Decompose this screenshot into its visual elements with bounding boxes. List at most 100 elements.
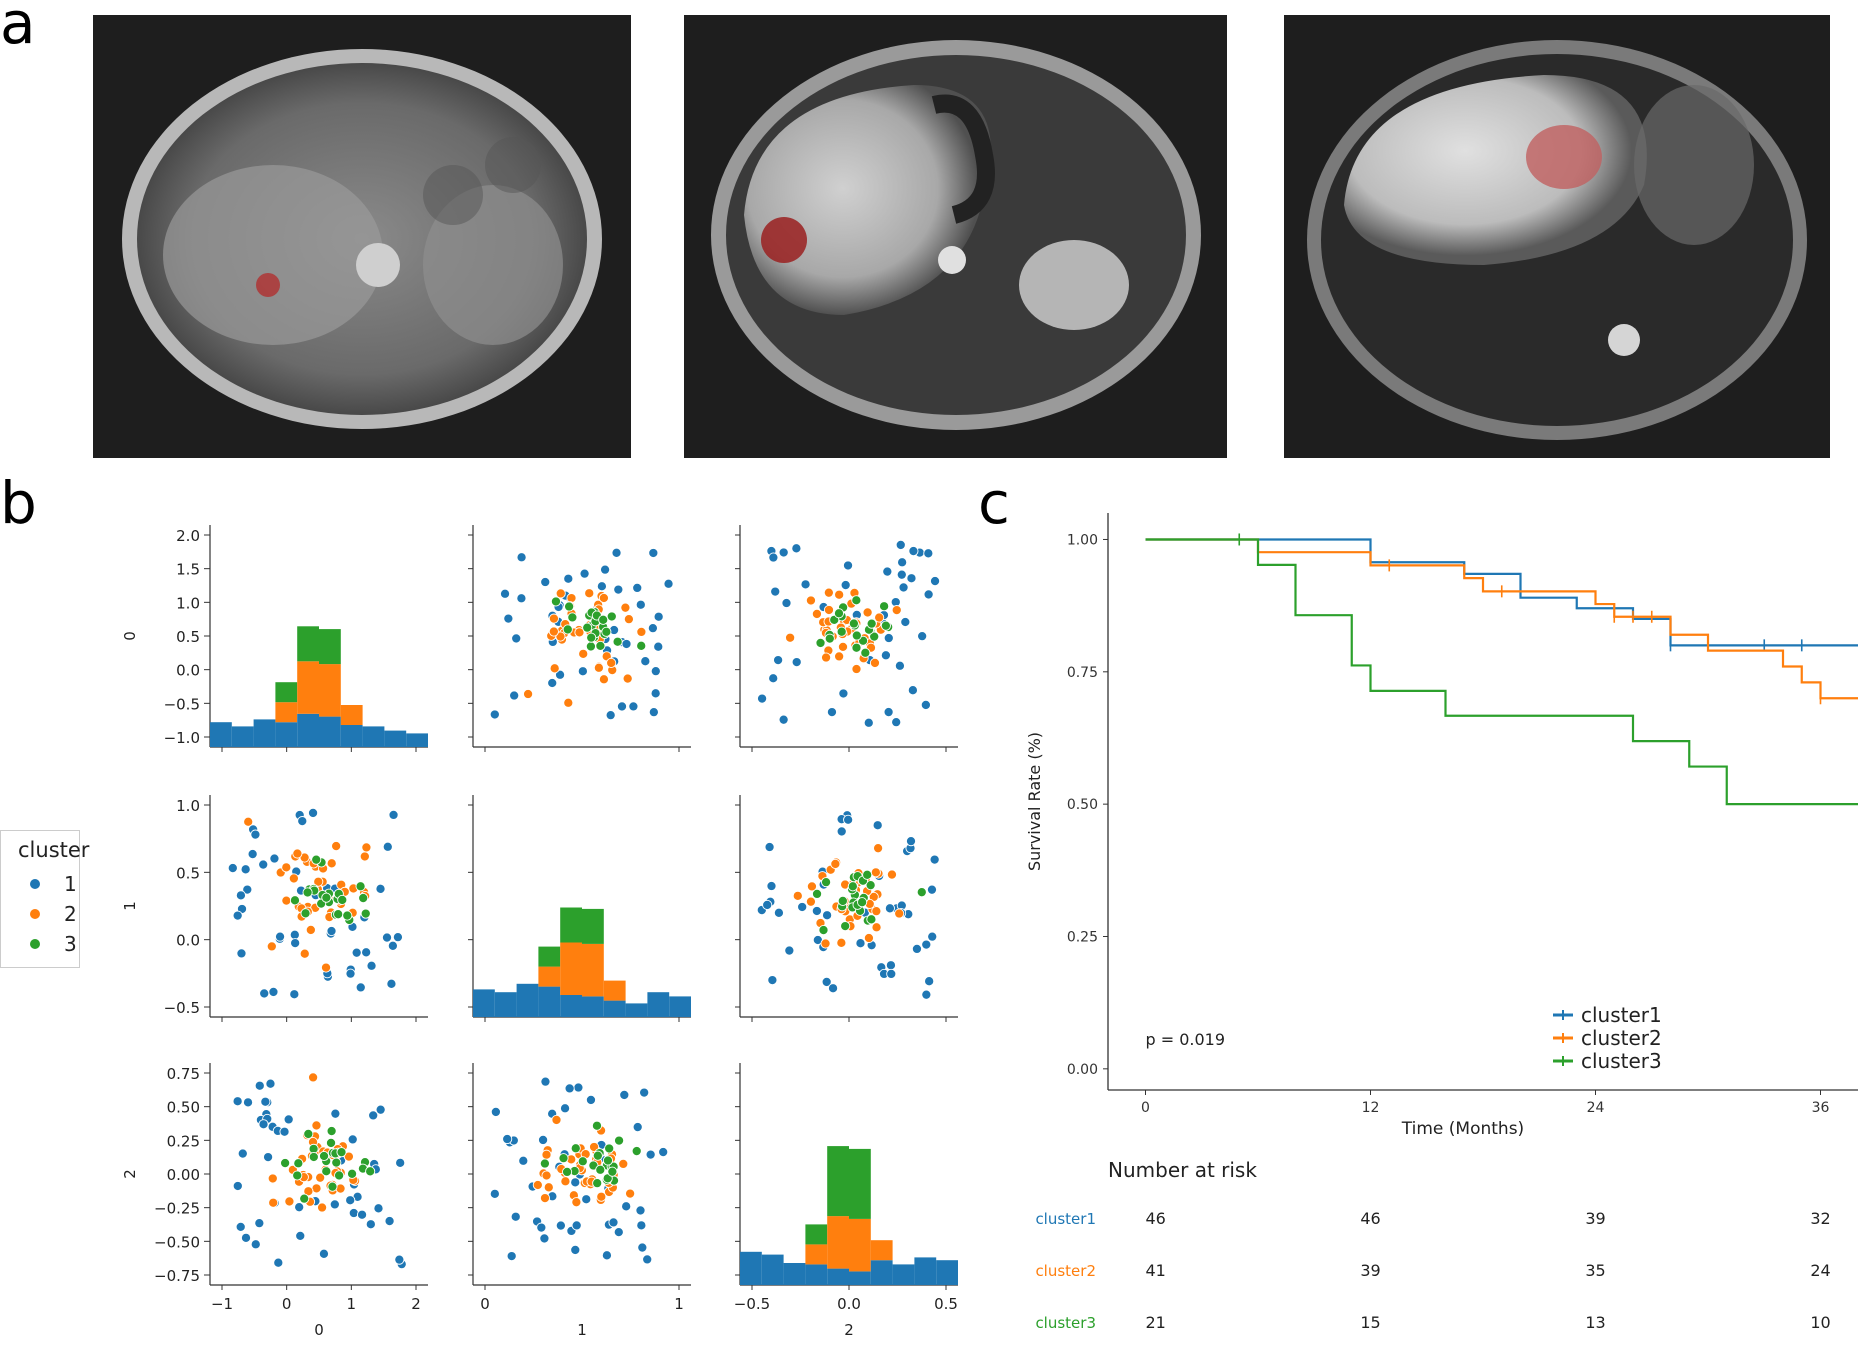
scatter-point bbox=[593, 662, 604, 673]
scatter-point bbox=[635, 1205, 646, 1216]
hist-bar bbox=[603, 1000, 626, 1017]
scatter-point bbox=[921, 939, 932, 950]
scatter-point bbox=[598, 592, 609, 604]
scatter-point bbox=[345, 968, 356, 979]
scatter-point bbox=[268, 1197, 279, 1208]
scatter-point bbox=[570, 1244, 581, 1255]
scatter-point bbox=[648, 707, 659, 718]
scatter-point bbox=[821, 877, 832, 888]
scatter-point bbox=[595, 1164, 606, 1175]
scatter-point bbox=[516, 552, 527, 563]
scatter-point bbox=[578, 648, 589, 659]
scatter-point bbox=[929, 576, 941, 587]
km-curve-cluster2 bbox=[1145, 538, 1858, 700]
scatter-point bbox=[653, 641, 664, 652]
scatter-point bbox=[891, 717, 902, 728]
scatter-point bbox=[596, 1191, 607, 1202]
scatter-point bbox=[361, 842, 372, 853]
scatter-point bbox=[242, 1097, 254, 1108]
scatter-point bbox=[489, 709, 500, 720]
scatter-point bbox=[869, 657, 881, 668]
y-tick-label: −1.0 bbox=[164, 729, 200, 747]
scatter-point bbox=[365, 1166, 376, 1177]
scatter-point bbox=[235, 890, 246, 901]
scatter-point bbox=[331, 1157, 342, 1168]
col-label: 0 bbox=[314, 1321, 324, 1339]
scatter-point bbox=[307, 807, 319, 819]
scatter-point bbox=[318, 1248, 329, 1259]
scatter-point bbox=[540, 1076, 551, 1087]
scatter-point bbox=[539, 1233, 550, 1244]
scatter-point bbox=[518, 1155, 529, 1166]
scatter-point bbox=[837, 895, 848, 907]
scatter-point bbox=[502, 1133, 513, 1145]
scatter-point bbox=[851, 663, 862, 675]
scatter-point bbox=[571, 1220, 582, 1231]
risk-value: 21 bbox=[1146, 1313, 1166, 1332]
y-tick-label: 0.0 bbox=[176, 662, 200, 680]
scatter-point bbox=[866, 914, 877, 925]
scatter-point bbox=[894, 660, 905, 671]
scatter-point bbox=[308, 1151, 319, 1163]
scatter-point bbox=[880, 620, 891, 631]
scatter-point bbox=[785, 632, 796, 643]
scatter-point bbox=[510, 1211, 521, 1222]
scatter-point bbox=[343, 1151, 354, 1162]
scatter-point bbox=[577, 666, 588, 677]
scatter-point bbox=[770, 586, 781, 597]
scatter-point bbox=[302, 887, 313, 898]
scatter-point bbox=[348, 1207, 359, 1219]
risk-row-label: cluster1 bbox=[1035, 1210, 1096, 1228]
scatter-point bbox=[381, 932, 393, 943]
legend-title: cluster bbox=[18, 838, 90, 862]
hist-bar bbox=[805, 1264, 828, 1285]
scatter-point bbox=[315, 1172, 326, 1183]
scatter-point bbox=[555, 1220, 566, 1231]
scatter-point bbox=[509, 690, 520, 701]
scatter-point bbox=[857, 897, 868, 908]
scatter-point bbox=[613, 1227, 624, 1238]
scatter-point bbox=[571, 1197, 582, 1208]
scatter-point bbox=[880, 650, 891, 661]
scatter-point bbox=[313, 876, 324, 887]
legend-box bbox=[0, 830, 80, 968]
hist-bar bbox=[936, 1260, 958, 1285]
scatter-point bbox=[800, 579, 811, 590]
scatter-point bbox=[851, 642, 862, 653]
hist-bar bbox=[362, 726, 385, 747]
scatter-point bbox=[347, 1134, 358, 1145]
scatter-point bbox=[279, 1126, 290, 1137]
scatter-point bbox=[562, 1166, 573, 1177]
scatter-point bbox=[848, 618, 859, 629]
scatter-point bbox=[281, 895, 292, 906]
hist-bar bbox=[560, 995, 582, 1017]
y-tick-label: 0.5 bbox=[176, 628, 200, 646]
scatter-point bbox=[648, 547, 659, 559]
legend-item-3: 3 bbox=[30, 932, 77, 956]
scatter-point bbox=[636, 640, 647, 651]
scatter-point bbox=[300, 908, 311, 919]
km-chart: 1.00 0.75 0.50 0.25 0.00 0 12 24 36 Time (Months)… bbox=[1025, 513, 1858, 1332]
scatter-point bbox=[355, 881, 366, 892]
km-y-tick-label: 1.00 bbox=[1067, 532, 1098, 548]
scatter-point bbox=[608, 1217, 619, 1228]
scatter-point bbox=[836, 826, 847, 837]
scatter-point bbox=[882, 566, 893, 577]
scatter-point bbox=[237, 1148, 248, 1159]
scatter-point bbox=[640, 656, 651, 667]
scatter-point bbox=[547, 677, 558, 689]
scatter-point bbox=[365, 1219, 376, 1230]
scatter-point bbox=[555, 669, 566, 680]
scatter-point bbox=[232, 1180, 243, 1192]
scatter-point bbox=[585, 641, 596, 652]
hist-bar bbox=[275, 722, 298, 747]
scatter-point bbox=[791, 543, 802, 554]
scatter-point bbox=[768, 552, 779, 563]
hist-bar bbox=[319, 716, 341, 747]
scatter-point bbox=[873, 843, 884, 854]
scatter-point bbox=[606, 657, 617, 668]
scatter-point bbox=[269, 853, 280, 864]
scatter-point bbox=[592, 1178, 603, 1189]
scatter-point bbox=[549, 663, 560, 674]
scatter-point bbox=[781, 597, 792, 609]
